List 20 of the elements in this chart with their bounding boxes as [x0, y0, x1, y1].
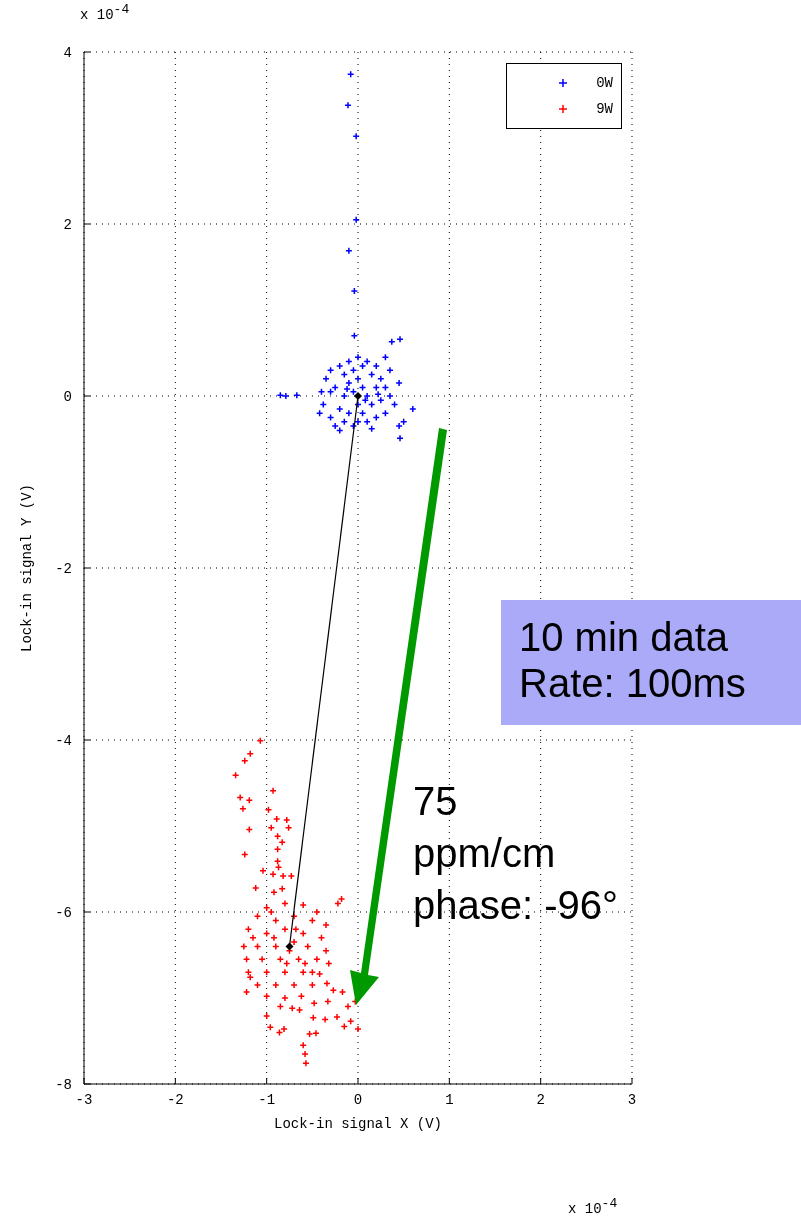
y-tick-label: 2	[63, 216, 72, 233]
x-tick-label: -3	[75, 1091, 93, 1108]
annotation: 75 ppm/cm phase: -96°	[413, 779, 619, 927]
legend-label: 0W	[596, 75, 613, 91]
y-tick-label: -2	[55, 560, 72, 577]
x-tick-label: 1	[445, 1091, 454, 1108]
x-tick-label: 3	[627, 1091, 637, 1108]
x-tick-label: -2	[166, 1091, 184, 1108]
y-tick-label: 0	[63, 388, 72, 405]
x-tick-label: 2	[536, 1091, 545, 1108]
x-axis-title: Lock-in signal X (V)	[273, 1115, 443, 1132]
y-tick-label: 4	[63, 44, 72, 61]
y-axis-title: Lock-in signal Y (V)	[18, 483, 35, 653]
legend-label: 9W	[596, 101, 613, 117]
y-tick-label: -8	[55, 1076, 72, 1093]
y-tick-label: -6	[55, 904, 72, 921]
x-tick-label: -1	[258, 1091, 276, 1108]
annotation: 10 min data Rate: 100ms	[519, 615, 746, 705]
y-tick-label: -4	[55, 732, 72, 749]
x-tick-label: 0	[353, 1091, 363, 1108]
